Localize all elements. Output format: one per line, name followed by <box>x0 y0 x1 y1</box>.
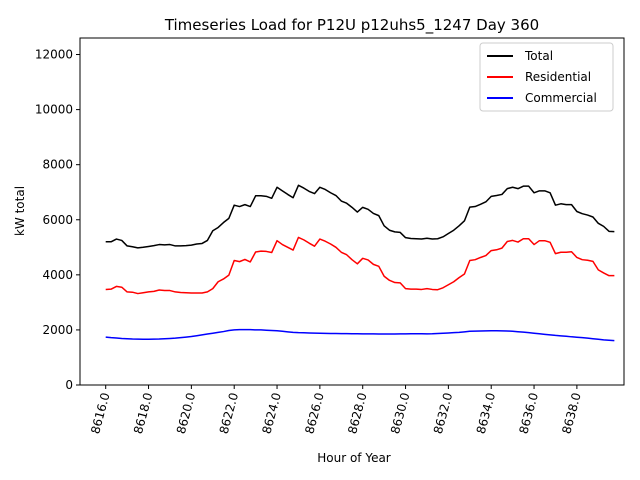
x-axis-label: Hour of Year <box>317 451 391 465</box>
y-axis-label: kW total <box>13 186 27 236</box>
y-tick-label: 6000 <box>42 213 73 227</box>
legend-label-total: Total <box>524 49 553 63</box>
y-tick-label: 8000 <box>42 158 73 172</box>
series-layer <box>105 184 615 342</box>
y-tick-label: 0 <box>65 378 73 392</box>
series-line-commercial <box>105 328 615 342</box>
chart-title: Timeseries Load for P12U p12uhs5_1247 Da… <box>164 16 539 35</box>
y-tick-label: 2000 <box>42 323 73 337</box>
series-line-total <box>105 184 615 249</box>
y-tick-label: 4000 <box>42 268 73 282</box>
y-axis: 0 2000 4000 6000 8000 10000 12000 <box>35 48 80 392</box>
y-tick-label: 12000 <box>35 48 73 62</box>
plot-frame <box>79 37 625 386</box>
y-tick-label: 10000 <box>35 103 73 117</box>
legend: Total Residential Commercial <box>479 42 614 112</box>
legend-label-residential: Residential <box>525 70 591 84</box>
legend-box <box>479 42 614 112</box>
legend-label-commercial: Commercial <box>525 91 597 105</box>
series-line-residential <box>105 236 615 295</box>
